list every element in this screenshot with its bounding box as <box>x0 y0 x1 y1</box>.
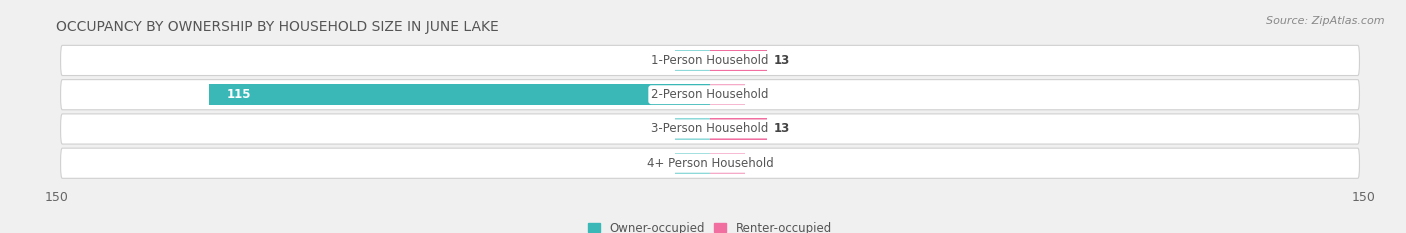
FancyBboxPatch shape <box>60 114 1360 144</box>
FancyBboxPatch shape <box>60 80 1360 110</box>
Text: 4+ Person Household: 4+ Person Household <box>647 157 773 170</box>
Text: 13: 13 <box>773 54 790 67</box>
Legend: Owner-occupied, Renter-occupied: Owner-occupied, Renter-occupied <box>588 222 832 233</box>
FancyBboxPatch shape <box>60 148 1360 178</box>
Text: 0: 0 <box>661 54 669 67</box>
Text: 2-Person Household: 2-Person Household <box>651 88 769 101</box>
Text: 1-Person Household: 1-Person Household <box>651 54 769 67</box>
Text: 3-Person Household: 3-Person Household <box>651 123 769 135</box>
Bar <box>675 50 710 71</box>
Text: 0: 0 <box>751 157 759 170</box>
FancyBboxPatch shape <box>60 45 1360 75</box>
Bar <box>710 84 745 105</box>
Text: 0: 0 <box>751 88 759 101</box>
Text: 13: 13 <box>773 123 790 135</box>
Text: 0: 0 <box>661 123 669 135</box>
Bar <box>710 153 745 174</box>
Text: 0: 0 <box>661 157 669 170</box>
Text: OCCUPANCY BY OWNERSHIP BY HOUSEHOLD SIZE IN JUNE LAKE: OCCUPANCY BY OWNERSHIP BY HOUSEHOLD SIZE… <box>56 20 499 34</box>
Text: 115: 115 <box>226 88 250 101</box>
Bar <box>710 50 766 71</box>
Bar <box>208 84 710 105</box>
Text: Source: ZipAtlas.com: Source: ZipAtlas.com <box>1267 16 1385 26</box>
Bar <box>675 153 710 174</box>
Bar <box>675 118 710 140</box>
Bar <box>710 118 766 140</box>
